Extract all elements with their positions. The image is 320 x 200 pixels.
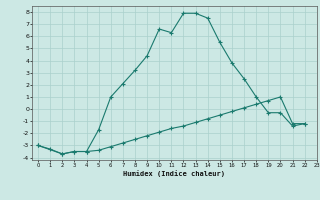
- X-axis label: Humidex (Indice chaleur): Humidex (Indice chaleur): [124, 170, 225, 177]
